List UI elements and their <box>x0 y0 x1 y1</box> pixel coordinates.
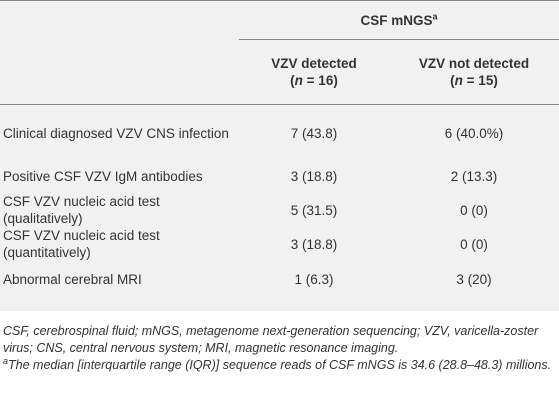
table-cell: 3 (18.8) <box>290 236 338 252</box>
table-cell: 0 (0) <box>460 236 488 252</box>
table-cell: 3 (20) <box>456 271 492 287</box>
empty-cell <box>0 1 239 40</box>
column-count-part: ( <box>290 73 295 88</box>
table-cell: 2 (13.3) <box>450 168 498 184</box>
table-box: CSF mNGSa VZV detected (n = 16) VZV not de… <box>0 0 559 311</box>
row-label: Clinical diagnosed VZV CNS infection <box>3 125 229 141</box>
column-count-part: n <box>454 73 463 88</box>
abbreviations: CSF, cerebrospinal fluid; mNGS, metageno… <box>3 324 539 355</box>
table-row: CSF VZV nucleic acid test (quantitativel… <box>0 227 559 261</box>
column-count-part: ( <box>450 73 455 88</box>
table-row: Clinical diagnosed VZV CNS infection 7 (4… <box>0 105 559 160</box>
table-row: Positive CSF VZV IgM antibodies 3 (18.8) 2… <box>0 159 559 193</box>
column-name: VZV not detected <box>418 56 530 71</box>
group-header-text: CSF mNGS <box>360 12 433 28</box>
note-text: The median [interquartile range (IQR)] s… <box>8 358 552 372</box>
column-header: VZV detected (n = 16) <box>239 39 389 105</box>
footnotes: CSF, cerebrospinal fluid; mNGS, metageno… <box>0 311 559 374</box>
table-cell: 6 (40.0%) <box>444 125 504 141</box>
superscript: a <box>432 11 438 21</box>
column-count: (n = 15) <box>389 72 559 89</box>
table-cell: 7 (43.8) <box>290 125 338 141</box>
group-header-row: CSF mNGSa <box>0 1 559 40</box>
table: CSF mNGSa VZV detected (n = 16) VZV not de… <box>0 1 559 311</box>
table-cell: 0 (0) <box>460 202 488 218</box>
table-body: Clinical diagnosed VZV CNS infection 7 (4… <box>0 105 559 312</box>
note: aThe median [interquartile range (IQR)] … <box>3 355 556 374</box>
row-label: CSF VZV nucleic acid test (qualitatively… <box>3 194 160 226</box>
table-cell: 5 (31.5) <box>290 202 338 218</box>
group-header: CSF mNGSa <box>239 1 559 40</box>
column-header-row: VZV detected (n = 16) VZV not detected (n =… <box>0 39 559 105</box>
column-count-part: = 15) <box>462 73 498 88</box>
column-header: VZV not detected (n = 15) <box>389 39 559 105</box>
column-count-part: = 16) <box>302 73 338 88</box>
table-cell: 3 (18.8) <box>290 168 338 184</box>
table-row: CSF VZV nucleic acid test (qualitatively… <box>0 193 559 227</box>
table-row: Abnormal cerebral MRI 1 (6.3) 3 (20) <box>0 261 559 311</box>
row-label: CSF VZV nucleic acid test (quantitativel… <box>3 228 160 260</box>
superscript: a <box>3 355 9 366</box>
table-cell: 1 (6.3) <box>294 271 334 287</box>
column-name: VZV detected <box>271 56 357 71</box>
empty-cell <box>0 39 239 105</box>
column-count: (n = 16) <box>239 72 389 89</box>
row-label: Positive CSF VZV IgM antibodies <box>3 168 203 184</box>
column-count-part: n <box>294 73 303 88</box>
row-label: Abnormal cerebral MRI <box>3 271 142 287</box>
